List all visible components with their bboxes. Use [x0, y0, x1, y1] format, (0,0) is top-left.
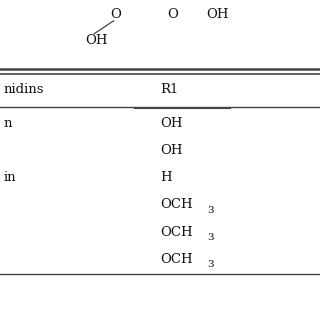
Text: O: O — [167, 8, 178, 21]
Text: OCH: OCH — [160, 198, 193, 211]
Text: n: n — [3, 117, 12, 130]
Text: OCH: OCH — [160, 253, 193, 266]
Text: R1: R1 — [160, 83, 178, 96]
Text: H: H — [160, 171, 172, 184]
Text: 3: 3 — [207, 260, 214, 269]
Text: 3: 3 — [207, 206, 214, 215]
Text: OH: OH — [85, 34, 107, 46]
Text: OH: OH — [206, 8, 229, 21]
Text: in: in — [3, 171, 16, 184]
Text: OH: OH — [160, 117, 182, 130]
Text: OH: OH — [160, 144, 182, 157]
Text: O: O — [110, 8, 121, 21]
Text: 3: 3 — [207, 233, 214, 242]
Text: OCH: OCH — [160, 226, 193, 238]
Text: nidins: nidins — [3, 83, 44, 96]
